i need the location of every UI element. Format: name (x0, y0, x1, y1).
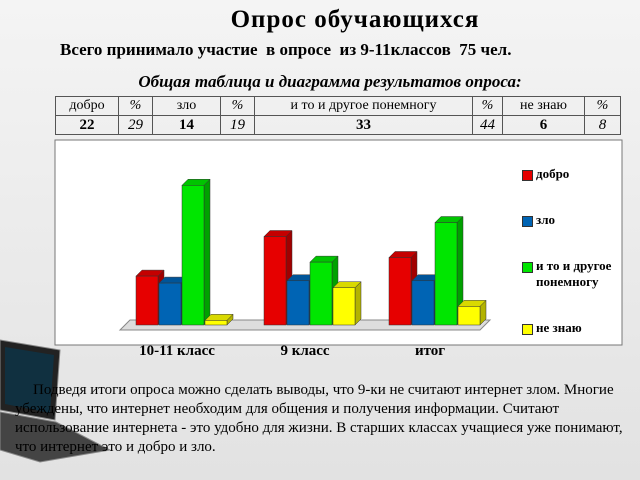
table-cell: добро (55, 96, 119, 116)
table-cell: и то и другое понемногу (254, 96, 473, 116)
conclusion: Подведя итоги опроса можно сделать вывод… (15, 382, 623, 455)
table-cell: % (472, 96, 503, 116)
table-cell: % (118, 96, 153, 116)
table-row: 22 29 14 19 33 44 6 8 (55, 115, 621, 135)
bar (332, 287, 356, 326)
legend-entry: и то и другое понемногу (522, 258, 622, 290)
bar (457, 306, 481, 326)
bar (286, 280, 310, 326)
legend-entry: не знаю (522, 320, 622, 336)
table-cell: % (584, 96, 621, 116)
legend-label: добро (536, 166, 570, 181)
legend-label: не знаю (536, 320, 582, 335)
table-caption: Общая таблица и диаграмма результатов оп… (138, 72, 522, 91)
bar (434, 222, 458, 326)
legend-swatch (522, 216, 533, 227)
legend-swatch (522, 324, 533, 335)
table-cell: 29 (118, 115, 153, 135)
title: Опрос обучающихся (230, 6, 480, 33)
table-cell: 33 (254, 115, 473, 135)
x-tick-label: 10-11 класс (139, 343, 215, 359)
laptop-icon (0, 339, 112, 463)
table-cell: 44 (472, 115, 503, 135)
legend-swatch (522, 262, 533, 273)
bar (309, 261, 333, 326)
table-row: добро% зло% и то и другое понемногу% не зна… (55, 96, 621, 116)
table-cell: 8 (584, 115, 621, 135)
bar (388, 257, 412, 326)
bar (204, 320, 228, 326)
table-cell: 22 (55, 115, 119, 135)
bar-side (203, 178, 211, 326)
x-tick-label: 9 класс (280, 343, 329, 359)
legend-label: зло (536, 212, 556, 227)
bar (263, 236, 287, 326)
legend-label: и то и другое понемногу (536, 258, 612, 289)
table-cell: 14 (152, 115, 221, 135)
legend-swatch (522, 170, 533, 181)
x-tick-label: итог (415, 343, 445, 359)
table-cell: не знаю (502, 96, 585, 116)
bar (411, 280, 435, 326)
table-cell: 19 (220, 115, 255, 135)
subtitle: Всего принимало участие в опросе из 9-11… (60, 40, 512, 59)
table-cell: % (220, 96, 255, 116)
table-cell: зло (152, 96, 221, 116)
bar (158, 282, 182, 326)
bar-side (354, 281, 362, 326)
bar (181, 185, 205, 326)
table-cell: 6 (502, 115, 585, 135)
legend-entry: зло (522, 212, 622, 228)
bar (135, 275, 159, 326)
legend: добро зло и то и другое понемногу не знаю (522, 166, 622, 366)
legend-entry: добро (522, 166, 622, 182)
results-table: добро% зло% и то и другое понемногу% не зна… (55, 96, 621, 135)
